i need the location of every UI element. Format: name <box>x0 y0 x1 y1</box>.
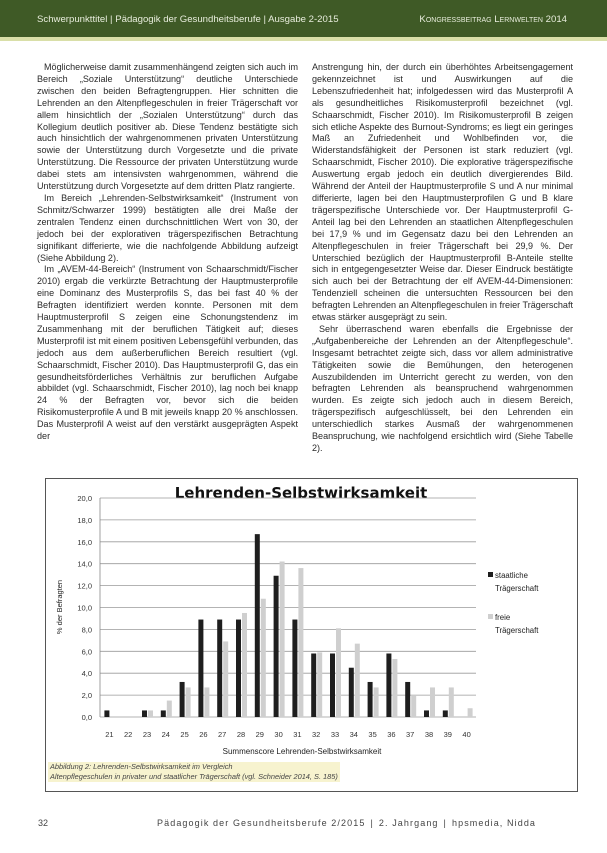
x-tick-label: 35 <box>368 730 376 739</box>
bar-frei <box>260 598 266 717</box>
x-tick-label: 33 <box>331 730 339 739</box>
bar-staatlich <box>273 575 279 717</box>
legend-swatch <box>488 572 493 577</box>
y-tick-label: 12,0 <box>77 582 92 591</box>
bar-staatlich <box>142 710 147 717</box>
bar-staatlich <box>198 619 204 717</box>
bar-staatlich <box>367 681 373 717</box>
page-header: Schwerpunkttitel | Pädagogik der Gesundh… <box>0 0 607 37</box>
header-divider <box>0 37 607 41</box>
x-tick-label: 31 <box>293 730 301 739</box>
right-text-column: Anstrengung hin, der durch ein überhöhte… <box>312 62 573 455</box>
paragraph: Im „AVEM-44-Bereich“ (Instrument von Sch… <box>37 264 298 442</box>
x-tick-label: 29 <box>256 730 264 739</box>
bar-staatlich <box>217 619 223 717</box>
bar-frei <box>317 652 323 717</box>
bar-staatlich <box>348 667 354 717</box>
header-section-title: Kongressbeitrag Lernwelten 2014 <box>419 14 567 25</box>
y-tick-label: 10,0 <box>77 604 92 613</box>
x-tick-label: 28 <box>237 730 245 739</box>
legend-label: Trägerschaft <box>495 584 539 593</box>
x-tick-label: 30 <box>274 730 282 739</box>
x-tick-label: 27 <box>218 730 226 739</box>
header-journal-title: Schwerpunkttitel | Pädagogik der Gesundh… <box>37 14 339 25</box>
x-tick-label: 23 <box>143 730 151 739</box>
legend-label: Trägerschaft <box>495 626 539 635</box>
bar-frei <box>336 628 341 717</box>
bar-staatlich <box>160 710 166 717</box>
x-tick-label: 36 <box>387 730 395 739</box>
footer-publisher: hpsmedia, Nidda <box>451 818 537 828</box>
footer-separator: | <box>370 818 374 828</box>
bar-staatlich <box>292 619 298 717</box>
y-tick-label: 20,0 <box>77 494 92 503</box>
paragraph: Möglicherweise damit zusammenhängend zei… <box>37 62 298 192</box>
bar-frei <box>373 687 379 717</box>
footer-journal: Pädagogik der Gesundheitsberufe 2/2015 <box>157 818 366 828</box>
bar-frei <box>354 643 360 717</box>
bar-frei <box>430 687 435 717</box>
x-tick-label: 26 <box>199 730 207 739</box>
bar-frei <box>223 641 229 717</box>
bar-staatlich <box>405 681 411 717</box>
x-tick-label: 22 <box>124 730 132 739</box>
caption-line-2: Altenpflegeschulen in privater und staat… <box>50 772 338 781</box>
y-tick-label: 2,0 <box>82 691 92 700</box>
bar-staatlich <box>424 710 429 717</box>
y-tick-label: 18,0 <box>77 516 92 525</box>
bar-staatlich <box>254 534 260 717</box>
x-tick-label: 34 <box>350 730 358 739</box>
chart-title: Lehrenden-Selbstwirksamkeit <box>175 484 428 502</box>
bar-frei <box>242 612 247 717</box>
x-tick-label: 21 <box>105 730 113 739</box>
bar-staatlich <box>442 710 448 717</box>
bar-staatlich <box>330 653 335 717</box>
y-tick-label: 6,0 <box>82 647 92 656</box>
x-axis-label: Summenscore Lehrenden-Selbstwirksamkeit <box>223 747 383 756</box>
x-tick-label: 38 <box>425 730 433 739</box>
left-text-column: Möglicherweise damit zusammenhängend zei… <box>37 62 298 443</box>
bar-staatlich <box>179 681 185 717</box>
caption-line-1: Abbildung 2: Lehrenden-Selbstwirksamkeit… <box>50 762 233 771</box>
bar-staatlich <box>386 653 392 717</box>
y-tick-label: 16,0 <box>77 538 92 547</box>
bar-staatlich <box>311 653 317 717</box>
x-tick-label: 40 <box>462 730 470 739</box>
paragraph: Sehr überraschend waren ebenfalls die Er… <box>312 323 573 453</box>
page-number: 32 <box>38 818 49 828</box>
paragraph: Anstrengung hin, der durch ein überhöhte… <box>312 62 573 323</box>
x-tick-label: 25 <box>180 730 188 739</box>
y-tick-label: 8,0 <box>82 625 92 634</box>
legend-label: staatliche <box>495 571 528 580</box>
footer-separator: | <box>443 818 447 828</box>
bar-frei <box>298 568 304 717</box>
y-tick-label: 14,0 <box>77 560 92 569</box>
y-axis-label: % der Befragten <box>55 580 64 634</box>
y-tick-label: 0,0 <box>82 713 92 722</box>
bar-frei <box>392 658 398 717</box>
bar-frei <box>148 710 153 717</box>
paragraph: Im Bereich „Lehrenden-Selbstwirksamkeit“… <box>37 192 298 263</box>
x-tick-label: 37 <box>406 730 414 739</box>
bar-staatlich <box>236 619 241 717</box>
x-tick-label: 24 <box>162 730 170 739</box>
x-tick-label: 32 <box>312 730 320 739</box>
y-tick-label: 4,0 <box>82 669 92 678</box>
bar-frei <box>166 700 172 717</box>
bar-staatlich <box>104 710 110 717</box>
bar-frei <box>185 687 191 717</box>
footer-publication: Pädagogik der Gesundheitsberufe 2/2015 | 2… <box>157 818 536 828</box>
x-tick-label: 39 <box>444 730 452 739</box>
bar-frei <box>204 687 210 717</box>
bar-frei <box>467 708 473 717</box>
footer-volume: 2. Jahrgang <box>378 818 439 828</box>
bar-frei <box>411 695 417 717</box>
figure-box: Lehrenden-Selbstwirksamkeit 0,0 2,0 4,0 6,0… <box>45 478 578 792</box>
legend-swatch <box>488 614 493 619</box>
figure-caption: Abbildung 2: Lehrenden-Selbstwirksamkeit… <box>48 762 340 782</box>
bar-frei <box>279 561 285 717</box>
bar-chart: Lehrenden-Selbstwirksamkeit 0,0 2,0 4,0 6,0… <box>55 484 539 756</box>
bar-frei <box>448 687 454 717</box>
legend-label: freie <box>495 613 510 622</box>
